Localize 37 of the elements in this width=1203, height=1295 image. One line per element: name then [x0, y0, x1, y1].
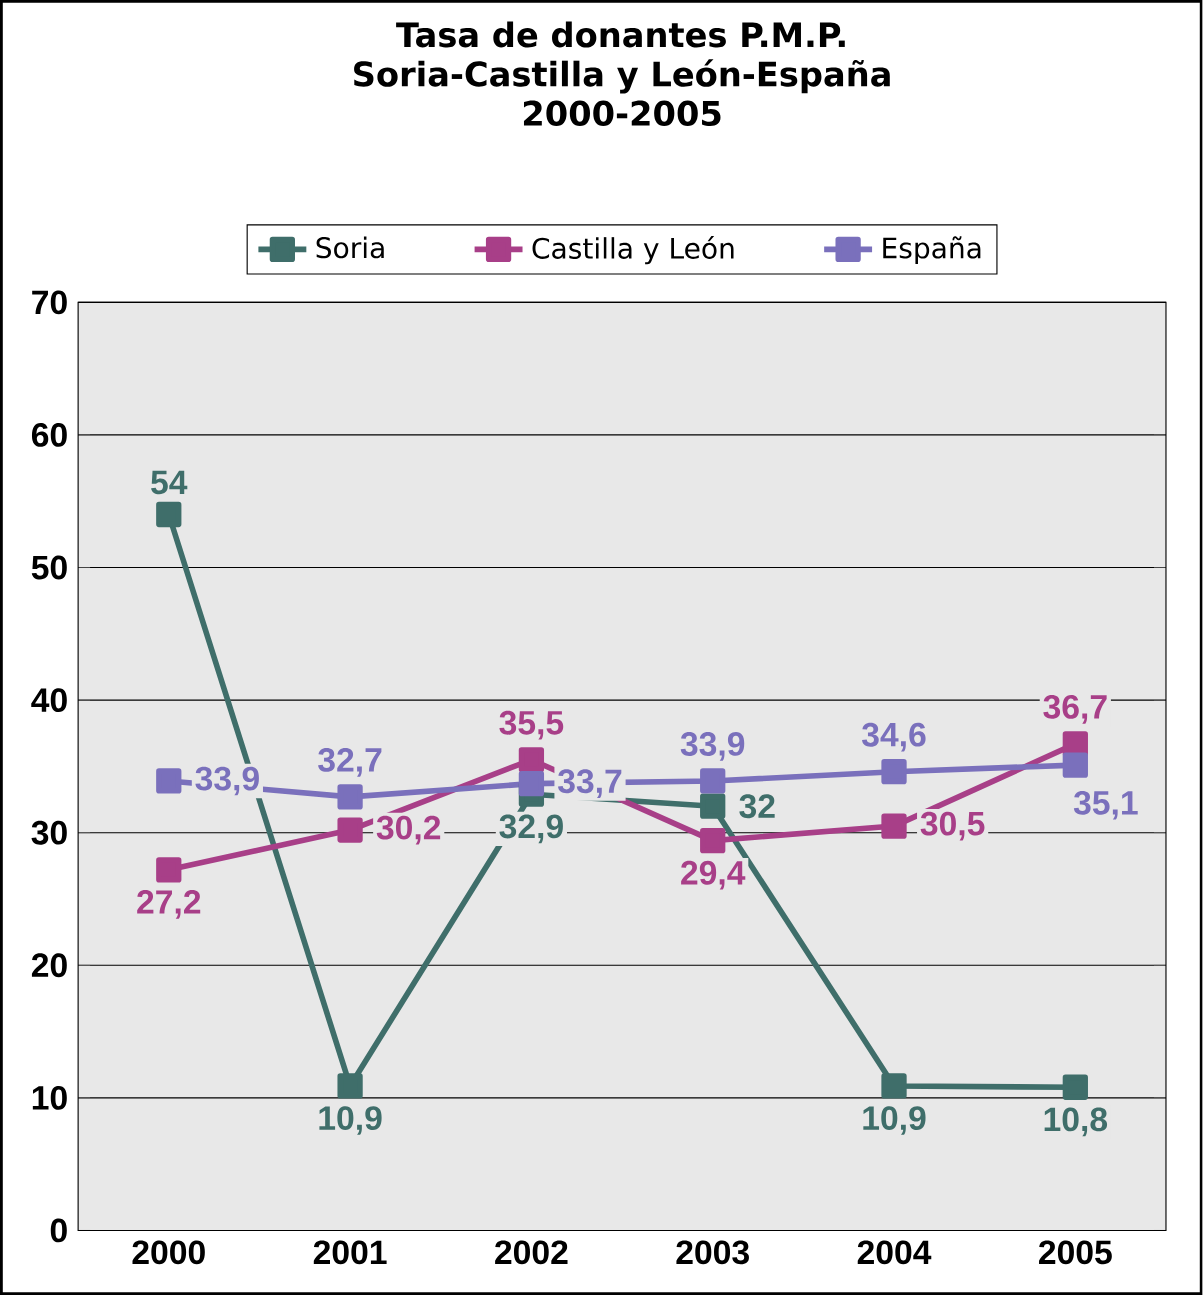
data-label: 36,7: [1043, 694, 1107, 724]
data-label: 10,9: [863, 1106, 926, 1135]
legend-label: España: [883, 236, 981, 265]
y-tick-label: 10: [33, 1085, 68, 1110]
data-label: 33,9: [680, 732, 745, 761]
data-label: 33,7: [558, 769, 622, 798]
y-tick-label: 0: [50, 1218, 68, 1243]
data-label: 32,7: [318, 747, 382, 777]
x-tick-label: 2001: [314, 1240, 387, 1265]
data-label: 33,9: [195, 766, 260, 796]
y-tick-label: 40: [31, 688, 68, 713]
data-label: 30,5: [920, 811, 985, 841]
chart-subtitle: Soria-Castilla y León-España 2000-2005: [354, 59, 890, 127]
data-label: 10,8: [1044, 1107, 1108, 1137]
data-label: 32,9: [499, 814, 564, 844]
data-label: 34,6: [862, 722, 926, 752]
y-tick-label: 60: [32, 423, 68, 447]
legend-label: Castilla y León: [532, 236, 734, 265]
x-tick-label: 2002: [495, 1240, 568, 1265]
data-label: 35,5: [499, 710, 564, 740]
y-tick-label: 50: [31, 555, 68, 580]
x-tick-label: 2003: [676, 1240, 750, 1265]
data-label: 30,2: [376, 815, 441, 845]
x-tick-label: 2005: [1039, 1240, 1113, 1265]
y-tick-label: 70: [32, 290, 68, 315]
data-label: 27,2: [137, 890, 201, 919]
chart-title: Tasa de donantes P.M.P.: [396, 21, 845, 48]
data-label: 29,4: [681, 860, 746, 890]
x-tick-label: 2000: [132, 1240, 206, 1265]
data-label: 10,9: [319, 1106, 382, 1135]
data-label: 54: [151, 470, 188, 495]
data-label: 32: [739, 794, 775, 819]
x-tick-label: 2004: [857, 1240, 932, 1265]
legend-label: Soria: [316, 236, 384, 259]
data-label: 35,1: [1074, 790, 1138, 820]
y-tick-label: 30: [31, 820, 68, 845]
y-tick-label: 20: [32, 953, 68, 978]
